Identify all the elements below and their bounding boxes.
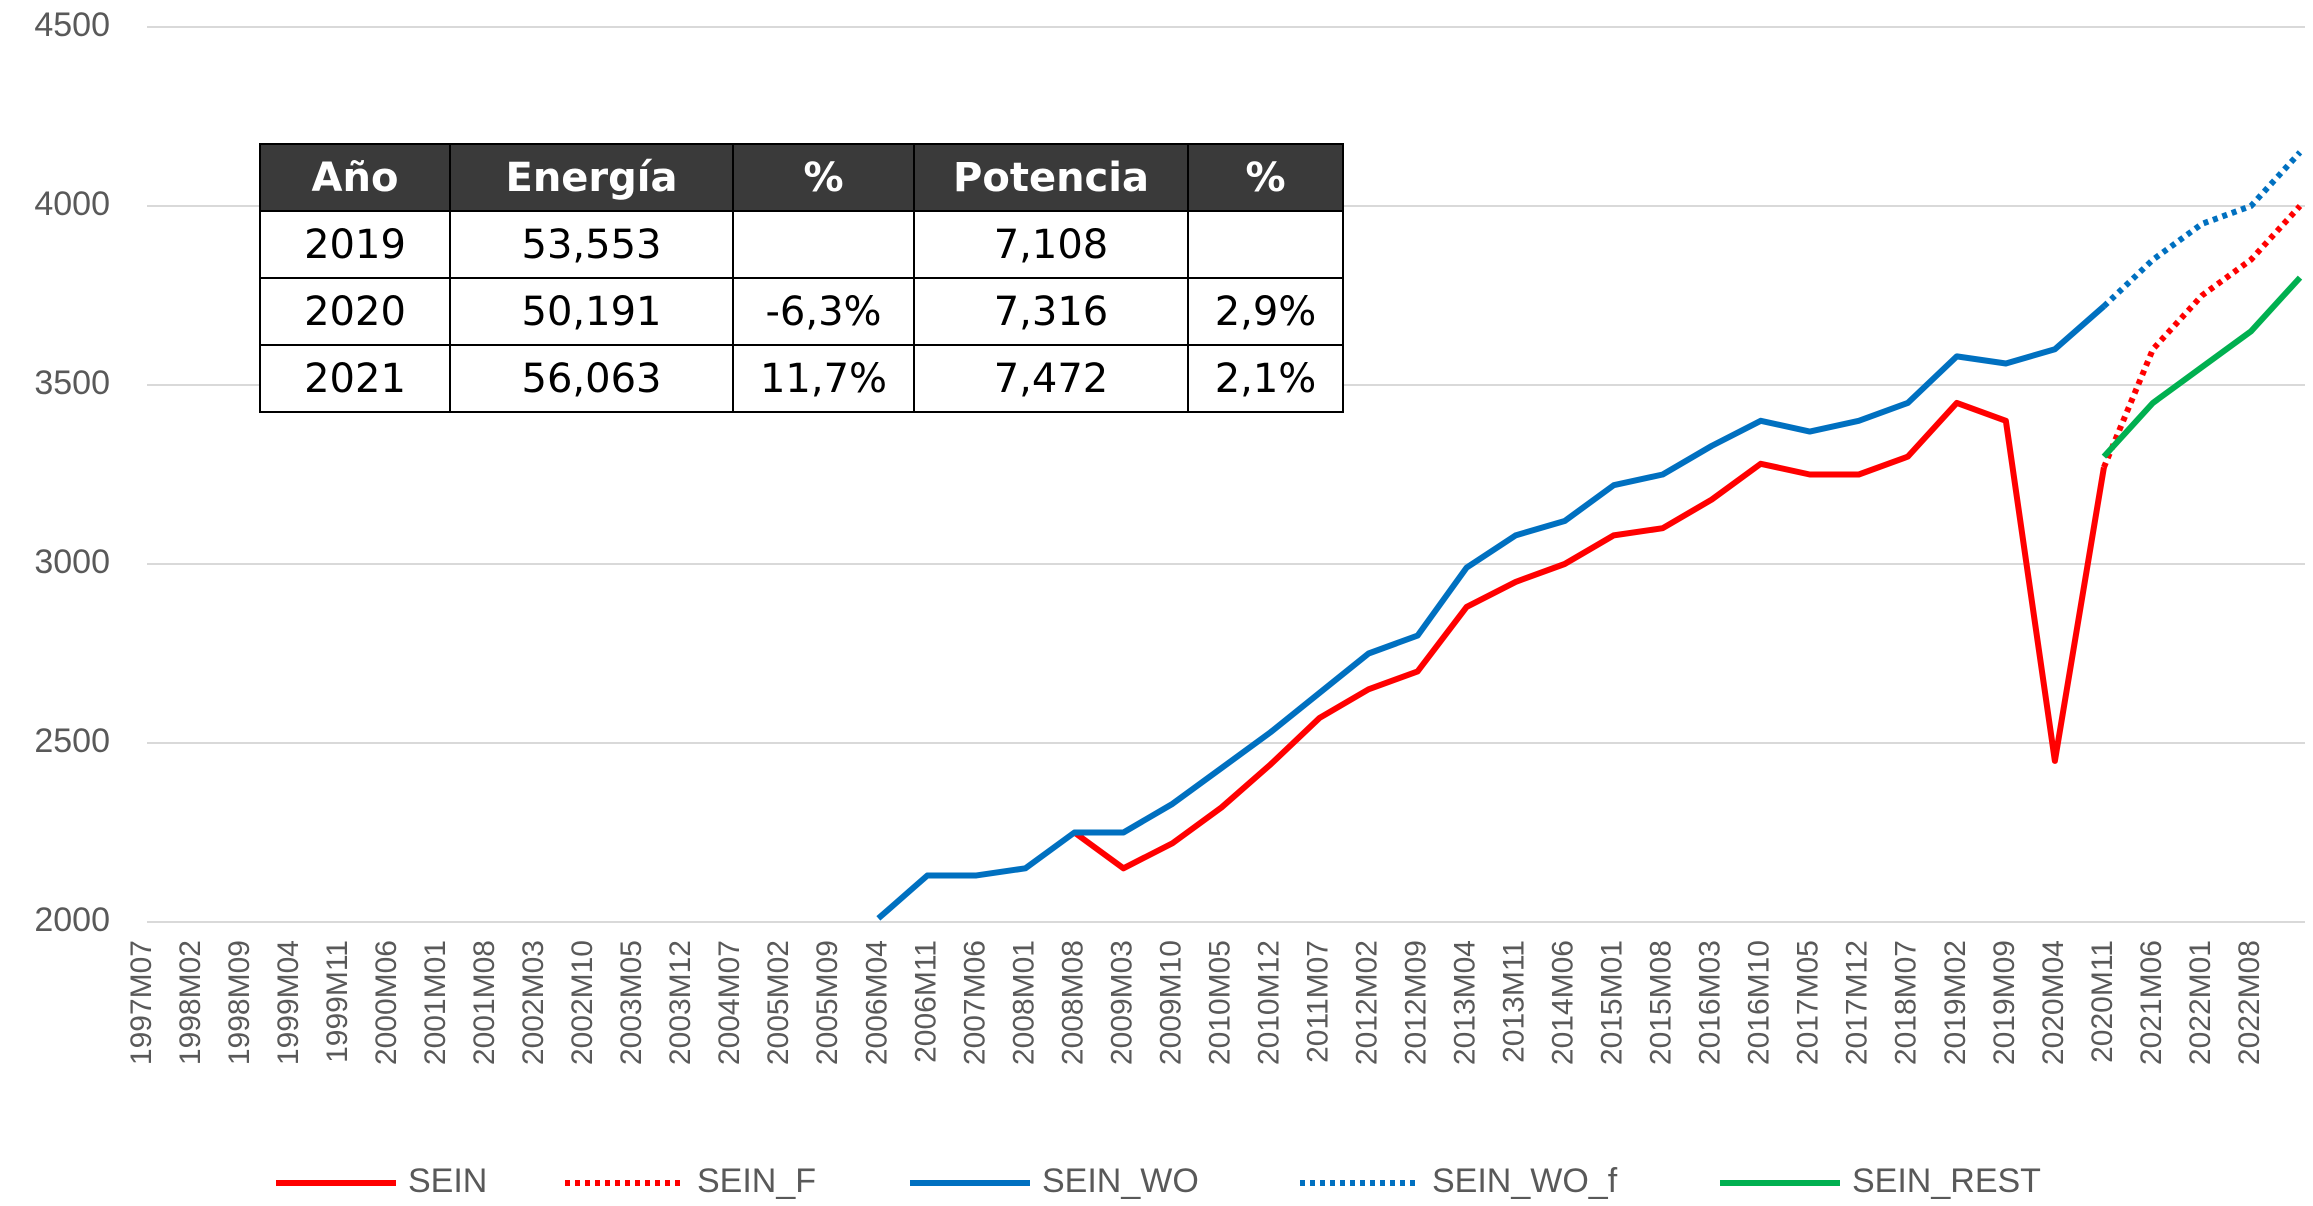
y-tick-label: 3500 (34, 364, 110, 402)
table-cell: 2019 (259, 210, 451, 279)
header-cell: % (732, 143, 915, 212)
x-tick-label: 2007M06 (958, 940, 991, 1065)
table-cell: 7,316 (913, 277, 1189, 346)
x-tick-label: 2012M02 (1350, 940, 1383, 1065)
series-line (1072, 399, 2107, 872)
series-line (2101, 203, 2303, 469)
x-tick-label: 2016M03 (1694, 940, 1727, 1065)
table-cell: 2020 (259, 277, 451, 346)
legend-label: SEIN_F (697, 1162, 816, 1200)
table-cell: 2,9% (1187, 277, 1344, 346)
table-cell: 50,191 (449, 277, 734, 346)
header-cell: % (1187, 143, 1344, 212)
table-cell: 7,108 (913, 210, 1189, 279)
x-tick-label: 2011M07 (1301, 940, 1334, 1063)
x-tick-label: 1998M09 (223, 940, 256, 1065)
x-tick-label: 2005M02 (762, 940, 795, 1065)
x-tick-label: 1998M02 (174, 940, 207, 1065)
series-line (2101, 150, 2303, 309)
y-tick-label: 3000 (34, 543, 110, 581)
legend-label: SEIN_REST (1852, 1162, 2041, 1200)
x-tick-label: 2019M02 (1939, 940, 1972, 1065)
x-tick-label: 2013M11 (1498, 940, 1531, 1063)
table-cell: 2021 (259, 344, 451, 413)
y-tick-label: 4000 (34, 185, 110, 223)
table-header: Año Energía% Potencia% (259, 143, 1344, 212)
legend-label: SEIN (408, 1162, 487, 1200)
table-cell: -6,3% (732, 277, 915, 346)
x-tick-label: 2002M10 (566, 940, 599, 1065)
x-tick-label: 2010M12 (1252, 940, 1285, 1065)
table-cell: 56,063 (449, 344, 734, 413)
x-tick-label: 2019M09 (1988, 940, 2021, 1065)
x-tick-label: 2022M01 (2184, 940, 2217, 1065)
y-tick-label: 4500 (34, 6, 110, 44)
x-tick-label: 2020M04 (2037, 940, 2070, 1065)
x-tick-label: 2015M08 (1645, 940, 1678, 1065)
table-cell (1187, 210, 1344, 279)
x-tick-label: 2005M09 (811, 940, 844, 1065)
x-tick-label: 2001M01 (419, 940, 452, 1065)
summary-table: Año Energía% Potencia% 2019 53,553 7,108 2020… (259, 143, 1344, 413)
x-tick-label: 2012M09 (1400, 940, 1433, 1065)
header-cell: Potencia (913, 143, 1189, 212)
series-line (876, 303, 2106, 921)
x-tick-label: 2021M06 (2135, 940, 2168, 1065)
table-cell: 2,1% (1187, 344, 1344, 413)
y-tick-label: 2000 (34, 901, 110, 939)
table-row: 2020 50,191 -6,3% 7,316 2,9% (259, 277, 1344, 346)
header-cell: Energía (449, 143, 734, 212)
x-tick-label: 2000M06 (370, 940, 403, 1065)
x-tick-label: 1999M04 (272, 940, 305, 1065)
x-tick-label: 2017M12 (1841, 940, 1874, 1065)
plot-area (876, 150, 2303, 921)
table-cell: 53,553 (449, 210, 734, 279)
x-tick-label: 2022M08 (2233, 940, 2266, 1065)
legend-label: SEIN_WO (1042, 1162, 1199, 1200)
x-tick-label: 2008M01 (1007, 940, 1040, 1065)
series-line (2101, 275, 2303, 459)
x-tick-label: 2017M05 (1792, 940, 1825, 1065)
header-cell: Año (259, 143, 451, 212)
x-tick-label: 2003M12 (664, 940, 697, 1065)
x-tick-label: 1997M07 (125, 940, 158, 1065)
x-tick-label: 2018M07 (1890, 940, 1923, 1065)
table-row: 2021 56,063 11,7% 7,472 2,1% (259, 344, 1344, 413)
x-tick-label: 2009M10 (1154, 940, 1187, 1065)
table-row: 2019 53,553 7,108 (259, 210, 1344, 279)
x-tick-label: 2009M03 (1105, 940, 1138, 1065)
x-tick-label: 1999M11 (321, 940, 354, 1063)
x-tick-label: 2020M11 (2086, 940, 2119, 1063)
x-tick-label: 2002M03 (517, 940, 550, 1065)
x-tick-label: 2015M01 (1596, 940, 1629, 1065)
table-cell (732, 210, 915, 279)
x-tick-label: 2008M08 (1056, 940, 1089, 1065)
x-tick-label: 2003M05 (615, 940, 648, 1065)
table-cell: 7,472 (913, 344, 1189, 413)
y-tick-label: 2500 (34, 722, 110, 760)
x-tick-label: 2004M07 (713, 940, 746, 1065)
x-tick-label: 2013M04 (1449, 940, 1482, 1065)
x-tick-label: 2006M04 (860, 940, 893, 1065)
x-tick-label: 2001M08 (468, 940, 501, 1065)
table-cell: 11,7% (732, 344, 915, 413)
x-tick-label: 2016M10 (1743, 940, 1776, 1065)
x-tick-label: 2006M11 (909, 940, 942, 1063)
x-tick-label: 2010M05 (1203, 940, 1236, 1065)
x-tick-label: 2014M06 (1547, 940, 1580, 1065)
legend-label: SEIN_WO_f (1432, 1162, 1618, 1200)
